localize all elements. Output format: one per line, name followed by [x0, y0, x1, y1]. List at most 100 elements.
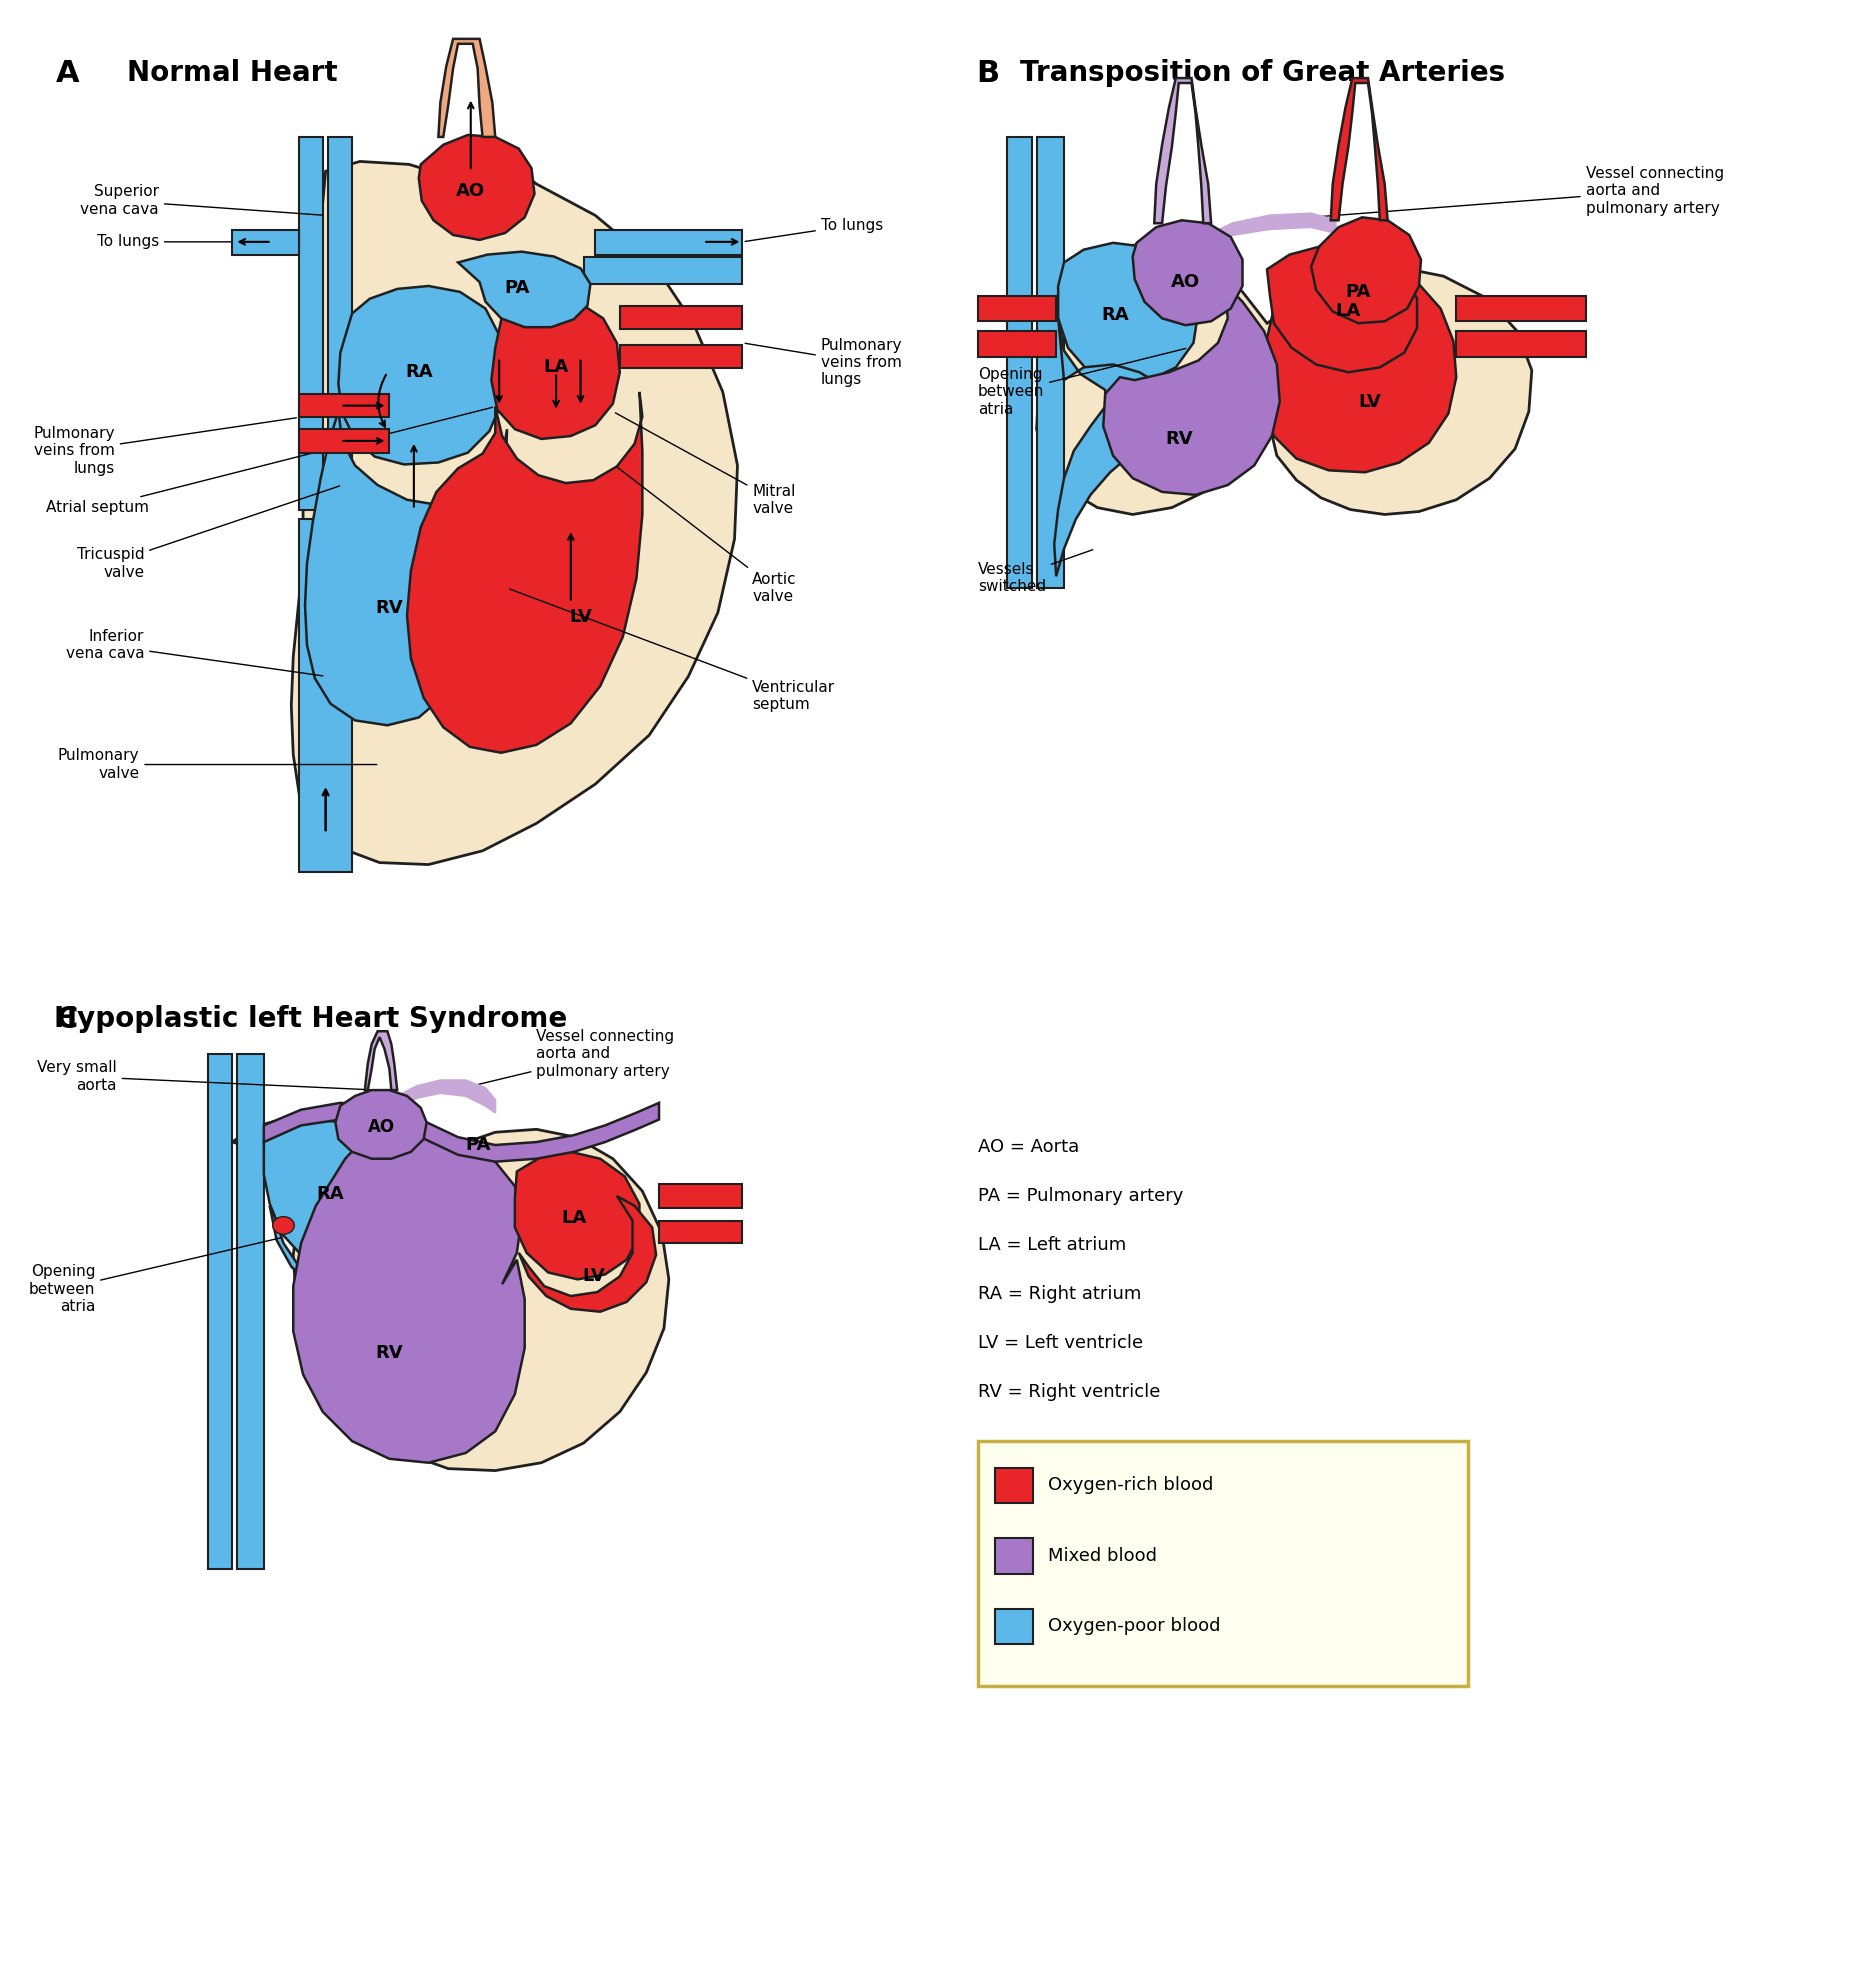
Text: AO: AO [1172, 272, 1200, 290]
Ellipse shape [272, 1216, 294, 1234]
Polygon shape [658, 1220, 743, 1244]
Text: Tricuspid
valve: Tricuspid valve [77, 487, 339, 580]
Text: RV = Right ventricle: RV = Right ventricle [977, 1383, 1161, 1401]
Text: Opening
between
atria: Opening between atria [977, 348, 1185, 417]
Text: LV = Left ventricle: LV = Left ventricle [977, 1333, 1144, 1351]
Bar [996, 1538, 1033, 1574]
Polygon shape [418, 135, 534, 240]
Text: Oxygen-poor blood: Oxygen-poor blood [1048, 1617, 1221, 1635]
Polygon shape [594, 230, 742, 254]
Polygon shape [398, 1081, 495, 1113]
Polygon shape [1037, 242, 1532, 515]
Text: Transposition of Great Arteries: Transposition of Great Arteries [1020, 60, 1504, 87]
Polygon shape [300, 137, 322, 509]
Text: Hypoplastic left Heart Syndrome: Hypoplastic left Heart Syndrome [54, 1005, 568, 1033]
Polygon shape [1132, 221, 1243, 326]
Polygon shape [208, 1053, 232, 1568]
Text: Opening
between
atria: Opening between atria [28, 1238, 281, 1313]
Text: LA = Left atrium: LA = Left atrium [977, 1236, 1127, 1254]
Polygon shape [519, 1196, 656, 1311]
Polygon shape [1054, 318, 1194, 576]
Text: RA: RA [317, 1184, 345, 1202]
Polygon shape [1102, 270, 1281, 495]
Polygon shape [238, 1053, 264, 1568]
Polygon shape [306, 411, 506, 725]
Polygon shape [439, 40, 495, 137]
Text: RV: RV [375, 1343, 403, 1361]
Text: Pulmonary
veins from
lungs: Pulmonary veins from lungs [34, 417, 296, 475]
Polygon shape [621, 346, 742, 368]
Polygon shape [232, 230, 300, 254]
Text: RV: RV [1164, 429, 1192, 447]
Text: Inferior
vena cava: Inferior vena cava [66, 628, 322, 676]
Polygon shape [621, 306, 742, 330]
Polygon shape [977, 296, 1056, 322]
Text: Pulmonary
valve: Pulmonary valve [58, 749, 377, 781]
Polygon shape [366, 1031, 398, 1091]
Text: Very small
aorta: Very small aorta [38, 1061, 375, 1093]
Polygon shape [1457, 332, 1586, 356]
Text: Vessel connecting
aorta and
pulmonary artery: Vessel connecting aorta and pulmonary ar… [1275, 167, 1723, 221]
Polygon shape [1311, 217, 1421, 324]
Text: RA: RA [405, 364, 433, 382]
Polygon shape [583, 256, 742, 284]
Polygon shape [1037, 137, 1063, 588]
Polygon shape [328, 137, 352, 509]
Polygon shape [1268, 246, 1418, 372]
Text: AO = Aorta: AO = Aorta [977, 1139, 1078, 1156]
Polygon shape [458, 252, 591, 328]
Polygon shape [658, 1184, 743, 1208]
Polygon shape [300, 519, 352, 872]
Polygon shape [292, 1135, 525, 1462]
Polygon shape [270, 1206, 411, 1296]
Text: PA: PA [1346, 282, 1371, 300]
Polygon shape [264, 1119, 407, 1266]
Text: Ventricular
septum: Ventricular septum [510, 588, 836, 711]
Polygon shape [1208, 213, 1335, 246]
Text: To lungs: To lungs [744, 219, 883, 242]
Bar [996, 1609, 1033, 1643]
Polygon shape [491, 298, 621, 439]
Polygon shape [338, 286, 504, 465]
Text: Oxygen-rich blood: Oxygen-rich blood [1048, 1476, 1213, 1494]
Text: Mitral
valve: Mitral valve [615, 413, 795, 517]
Polygon shape [1007, 137, 1031, 588]
Text: Aortic
valve: Aortic valve [617, 467, 797, 604]
Polygon shape [300, 429, 390, 453]
Text: Normal Heart: Normal Heart [128, 60, 338, 87]
Text: Atrial septum: Atrial septum [47, 407, 493, 515]
Text: LA: LA [561, 1208, 587, 1226]
Polygon shape [264, 1103, 658, 1162]
Polygon shape [516, 1152, 639, 1280]
Polygon shape [300, 393, 390, 417]
Text: B: B [975, 60, 999, 87]
Text: LV: LV [570, 608, 592, 626]
Text: AO: AO [456, 183, 486, 201]
FancyBboxPatch shape [977, 1441, 1468, 1687]
Polygon shape [1155, 77, 1211, 223]
Text: PA: PA [504, 278, 529, 296]
Polygon shape [232, 1117, 669, 1470]
Text: RA: RA [1101, 306, 1129, 324]
Polygon shape [291, 161, 737, 864]
Text: To lungs: To lungs [98, 234, 279, 248]
Text: Pulmonary
veins from
lungs: Pulmonary veins from lungs [744, 338, 902, 387]
Text: LV: LV [1359, 393, 1382, 411]
Text: C: C [56, 1005, 79, 1033]
Bar [996, 1468, 1033, 1502]
Text: PA = Pulmonary artery: PA = Pulmonary artery [977, 1186, 1183, 1204]
Polygon shape [1264, 260, 1457, 473]
Text: Superior
vena cava: Superior vena cava [81, 185, 322, 217]
Text: Vessels
switched: Vessels switched [977, 550, 1093, 594]
Text: Mixed blood: Mixed blood [1048, 1548, 1157, 1566]
Polygon shape [1331, 77, 1388, 221]
Text: RA = Right atrium: RA = Right atrium [977, 1286, 1142, 1303]
Text: LA: LA [544, 358, 568, 376]
Polygon shape [1058, 242, 1198, 382]
Text: A: A [56, 60, 79, 87]
Text: PA: PA [465, 1137, 489, 1154]
Polygon shape [1457, 296, 1586, 322]
Polygon shape [336, 1091, 428, 1158]
Text: AO: AO [368, 1119, 396, 1137]
Text: RV: RV [375, 598, 403, 616]
